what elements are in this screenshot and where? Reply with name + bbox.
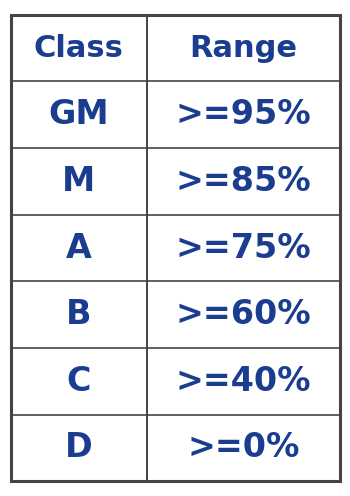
- Text: >=95%: >=95%: [175, 98, 311, 131]
- Text: >=75%: >=75%: [175, 232, 311, 264]
- Text: GM: GM: [48, 98, 109, 131]
- Text: Range: Range: [189, 34, 297, 62]
- Text: >=60%: >=60%: [175, 298, 311, 331]
- Text: C: C: [66, 365, 91, 398]
- Text: Class: Class: [34, 34, 124, 62]
- Text: M: M: [62, 165, 96, 198]
- Text: >=85%: >=85%: [175, 165, 311, 198]
- Text: D: D: [65, 432, 93, 464]
- Text: B: B: [66, 298, 91, 331]
- Text: >=0%: >=0%: [187, 432, 300, 464]
- Text: A: A: [66, 232, 92, 264]
- Text: >=40%: >=40%: [175, 365, 311, 398]
